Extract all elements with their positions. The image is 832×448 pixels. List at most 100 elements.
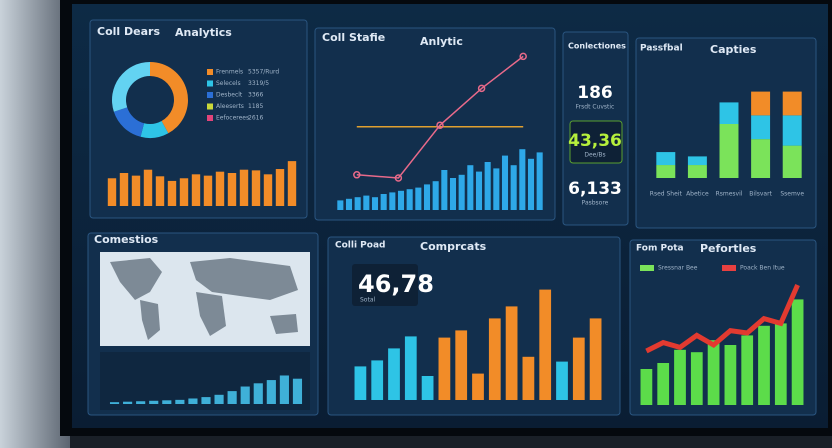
kpi-box (569, 120, 623, 164)
bar (791, 299, 804, 405)
bar (167, 180, 177, 206)
line (645, 283, 800, 354)
bar (556, 361, 568, 400)
bar (406, 189, 413, 210)
line-point (436, 121, 444, 129)
donut-slice (140, 121, 169, 138)
donut-slice (113, 107, 145, 137)
bar (388, 348, 400, 400)
bar (467, 165, 474, 210)
bar (109, 402, 120, 404)
stacked-bar (719, 124, 739, 178)
x-tick-label: Abetice (686, 191, 709, 198)
kpi-value: 186 (577, 83, 613, 103)
legend-label: Sressnar Bee (658, 265, 698, 272)
bar (188, 398, 198, 404)
bar (175, 399, 185, 404)
bar (201, 397, 211, 404)
bar (484, 162, 491, 210)
panel-title: Coll Stafie (322, 31, 385, 44)
panel-subtitle: Pefortles (700, 242, 757, 255)
x-tick-label: Rsmesvil (716, 191, 743, 198)
bar (191, 174, 201, 206)
bar (131, 175, 141, 206)
bar (404, 336, 417, 400)
legend-swatch (207, 80, 213, 87)
bar (363, 195, 370, 210)
bar (371, 360, 384, 400)
x-tick-label: Rsed Sheit (650, 191, 683, 198)
line (356, 55, 524, 179)
legend-swatch (207, 69, 213, 75)
panel-title: Comestios (94, 233, 159, 246)
bar (119, 173, 129, 206)
map-land (270, 314, 298, 334)
bar (371, 197, 379, 210)
bar (266, 380, 276, 404)
panel-title: Fom Pota (636, 244, 684, 254)
map-land (110, 258, 162, 300)
legend-swatch (207, 103, 213, 110)
bar (539, 289, 552, 400)
bar (493, 168, 500, 210)
stacked-bar (782, 145, 802, 178)
stacked-bar (782, 91, 802, 116)
bar (475, 171, 483, 210)
bar (741, 335, 754, 405)
line-point (394, 174, 403, 182)
bar (758, 325, 770, 405)
stacked-bar (687, 165, 707, 178)
donut-slice (150, 62, 189, 134)
panel-title: Colli Poad (335, 241, 385, 251)
legend-swatch (722, 265, 736, 271)
bar (149, 400, 159, 404)
kpi-value: 43,36 (568, 131, 622, 151)
line-point (519, 52, 527, 61)
bar (397, 190, 405, 210)
legend-label: Eefocerees (216, 115, 249, 122)
bar (251, 170, 261, 206)
legend-swatch (207, 92, 213, 98)
bar (179, 178, 189, 206)
bar (162, 400, 172, 404)
stacked-bar (751, 115, 771, 140)
bar (253, 383, 263, 404)
legend-label: Frenmels (216, 69, 243, 76)
kpi-value: 6,133 (568, 179, 622, 199)
x-tick-label: Bilsvart (749, 191, 772, 198)
panel-title: Conlectiones (568, 42, 626, 51)
bar (501, 155, 509, 210)
stacked-bar (656, 152, 676, 166)
bar (472, 373, 484, 400)
bar (227, 391, 237, 404)
kpi-label: Pasbsore (582, 200, 609, 207)
bar (423, 184, 431, 210)
bar (458, 174, 465, 210)
bar (505, 306, 518, 400)
bar (263, 174, 273, 206)
kpi-label: Sotal (360, 297, 376, 304)
stacked-bar (656, 165, 676, 178)
stacked-bar (751, 91, 771, 116)
panel-subtitle: Capties (710, 43, 757, 56)
bar (724, 345, 737, 405)
bar (510, 165, 517, 210)
bar (143, 169, 153, 206)
bar (275, 169, 285, 206)
window (0, 0, 70, 448)
bar (536, 152, 543, 210)
bar (519, 149, 526, 210)
legend-label: Selecels (216, 80, 241, 87)
bar (337, 200, 344, 210)
kpi-value: 46,78 (358, 270, 434, 298)
map-land (196, 292, 226, 336)
kpi-label: Frsdt Cuvstic (576, 104, 615, 111)
bar (449, 178, 457, 210)
map-land (140, 300, 160, 340)
bar (354, 366, 367, 400)
bar (292, 378, 303, 404)
donut-slice (112, 62, 150, 112)
bar (438, 337, 451, 400)
bar (345, 198, 353, 210)
